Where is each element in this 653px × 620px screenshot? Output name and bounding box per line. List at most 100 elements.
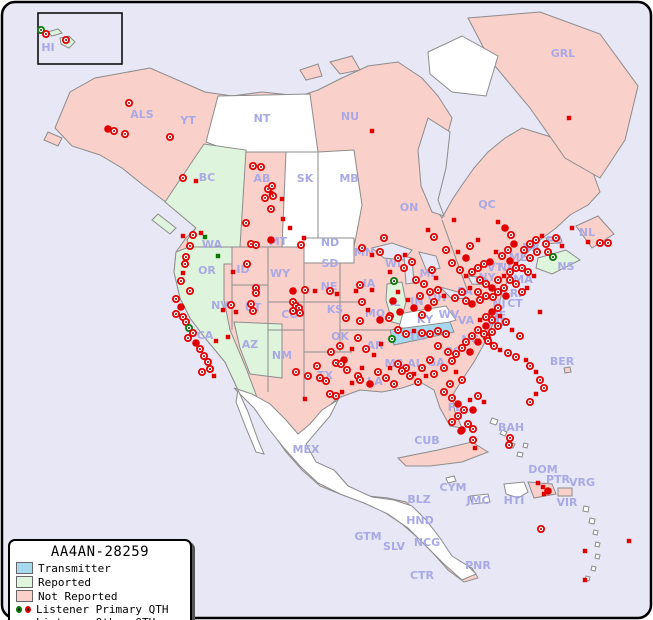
listener-other-marker <box>493 249 499 255</box>
legend-row-reported: Reported <box>16 576 184 588</box>
listener-primary-core <box>417 381 419 383</box>
primary-qth-icons <box>16 606 31 613</box>
listener-primary-core <box>519 335 521 337</box>
listener-primary-core <box>599 242 601 244</box>
listener-primary-core <box>445 249 447 251</box>
listener-primary-core <box>271 185 273 187</box>
listener-primary-core <box>457 415 459 417</box>
listener-cluster-dot <box>506 257 514 265</box>
region-label-ks: KS <box>327 303 344 316</box>
listener-other-marker <box>233 309 239 315</box>
listener-other-marker <box>369 252 375 258</box>
listener-cluster-dot <box>177 303 185 311</box>
listener-other-marker <box>387 365 393 371</box>
region-label-vir: VIR <box>556 496 578 509</box>
listener-cluster-dot <box>469 406 477 414</box>
listener-primary-core <box>319 377 321 379</box>
listener-primary-core <box>429 333 431 335</box>
state-border-line <box>441 219 469 293</box>
listener-primary-core <box>185 321 187 323</box>
listener-primary-core <box>539 379 541 381</box>
listener-other-marker <box>353 288 359 294</box>
listener-primary-core <box>545 243 547 245</box>
listener-other-marker <box>402 252 408 258</box>
transmitter-swatch-icon <box>16 562 33 574</box>
region-label-cym: CYM <box>440 481 467 494</box>
listener-other-marker <box>378 341 384 347</box>
listener-primary-core <box>479 299 481 301</box>
listener-other-marker <box>569 225 575 231</box>
listener-primary-core <box>335 395 337 397</box>
listener-cluster-dot <box>366 380 374 388</box>
listener-primary-core <box>124 133 126 135</box>
region-label-hti: HTI <box>504 494 525 507</box>
legend-label: Not Reported <box>38 589 118 603</box>
listener-primary-core <box>479 279 481 281</box>
region-label-ca: CA <box>197 329 214 342</box>
listener-primary-core <box>443 391 445 393</box>
region-label-cub: CUB <box>414 434 439 447</box>
listener-cluster-dot <box>466 348 474 356</box>
listener-primary-core <box>169 136 171 138</box>
water-body <box>370 242 413 261</box>
listener-primary-core <box>357 337 359 339</box>
listener-primary-core <box>510 234 512 236</box>
listener-other-marker <box>582 548 588 554</box>
not-reported-swatch-icon <box>16 590 33 602</box>
listener-primary-core <box>451 360 453 362</box>
listener-cluster-dot <box>104 125 112 133</box>
listener-other-marker <box>509 327 515 333</box>
listener-primary-core <box>465 300 467 302</box>
region-label-bah: BAH <box>498 421 524 434</box>
listener-primary-core <box>359 320 361 322</box>
listener-primary-core <box>65 39 67 41</box>
region-mex <box>233 387 477 581</box>
listener-primary-core <box>252 310 254 312</box>
listener-other-marker <box>472 445 478 451</box>
region-jmc <box>469 493 491 505</box>
region-label-mb: MB <box>339 172 358 185</box>
listener-primary-core <box>393 383 395 385</box>
legend-row-primary-qth: Listener Primary QTH <box>16 604 184 615</box>
listener-other-marker <box>405 297 411 303</box>
listener-other-marker <box>524 285 530 291</box>
listener-other-marker <box>537 309 543 315</box>
legend-row-transmitter: Transmitter <box>16 562 184 574</box>
listener-other-marker <box>193 178 199 184</box>
region-label-nu: NU <box>341 110 359 123</box>
listener-other-marker <box>202 234 208 240</box>
listener-other-marker <box>220 307 226 313</box>
listener-primary-core <box>307 375 309 377</box>
listener-other-marker <box>287 225 293 231</box>
listener-primary-core <box>433 236 435 238</box>
listener-primary-core <box>403 267 405 269</box>
listener-primary-core <box>493 345 495 347</box>
listener-primary-core <box>255 292 257 294</box>
listener-primary-core <box>365 348 367 350</box>
listener-primary-core <box>298 307 300 309</box>
region-label-va: VA <box>458 314 475 327</box>
listener-primary-core <box>421 314 423 316</box>
region-ber <box>563 366 572 374</box>
listener-other-marker <box>453 369 459 375</box>
listener-other-marker <box>535 480 541 486</box>
region-label-on: ON <box>400 201 419 214</box>
red-ring-icon <box>25 606 31 613</box>
region-mb <box>317 149 363 248</box>
listener-other-marker <box>531 273 537 279</box>
listener-other-marker <box>481 399 487 405</box>
listener-primary-core <box>421 332 423 334</box>
listener-other-marker <box>433 275 439 281</box>
listener-primary-core <box>180 280 182 282</box>
listener-cluster-dot <box>510 240 518 248</box>
listener-primary-core <box>543 387 545 389</box>
listener-primary-core <box>540 528 542 530</box>
region-ptri <box>557 487 573 497</box>
listener-primary-core <box>359 379 361 381</box>
region-label-or: OR <box>198 264 216 277</box>
listener-primary-core <box>485 283 487 285</box>
listener-primary-core <box>329 290 331 292</box>
listener-primary-core <box>397 257 399 259</box>
listener-primary-core <box>469 245 471 247</box>
